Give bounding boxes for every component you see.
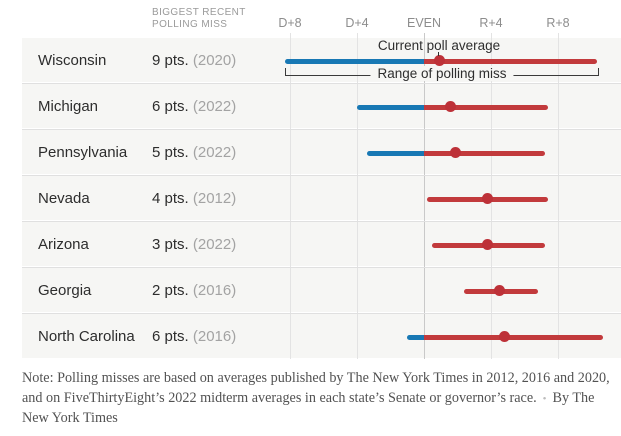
note-text: Note: Polling misses are based on averag… xyxy=(22,369,611,429)
poll-average-dot xyxy=(450,147,462,158)
range-of-polling-miss-bracket: Range of polling miss xyxy=(285,66,599,81)
poll-average-dot xyxy=(482,193,494,204)
poll-average-dot xyxy=(498,331,510,342)
poll-average-dot xyxy=(482,239,494,250)
chart-row-georgia: Georgia 2 pts. (2016) xyxy=(22,268,621,312)
state-label: North Carolina xyxy=(38,328,135,345)
poll-average-dot xyxy=(433,55,445,66)
polling-miss-year: (2022) xyxy=(192,144,237,161)
poll-average-dot xyxy=(445,101,457,112)
gridline-d8 xyxy=(290,33,291,359)
polling-miss-value: 9 pts. (2020) xyxy=(152,52,237,69)
polling-miss-value: 6 pts. (2022) xyxy=(152,98,237,115)
chart-row-nevada: Nevada 4 pts. (2012) xyxy=(22,176,621,220)
dem-range-bar xyxy=(407,335,424,340)
row-separator xyxy=(22,312,621,314)
rep-range-bar xyxy=(424,59,597,64)
rep-range-bar xyxy=(424,105,548,110)
gridline-even xyxy=(424,33,425,359)
polling-miss-year: (2022) xyxy=(192,98,237,115)
bullet-separator: • xyxy=(542,392,547,405)
axis-tick-label-r8: R+8 xyxy=(546,16,570,30)
poll-average-dot xyxy=(493,285,505,296)
current-poll-average-label: Current poll average xyxy=(377,38,501,53)
state-label: Nevada xyxy=(38,190,90,207)
polling-miss-year: (2016) xyxy=(192,282,237,299)
row-separator xyxy=(22,220,621,222)
state-label: Pennsylvania xyxy=(38,144,128,161)
row-separator xyxy=(22,266,621,268)
dem-range-bar xyxy=(357,105,424,110)
chart-row-arizona: Arizona 3 pts. (2022) xyxy=(22,222,621,266)
gridline-d4 xyxy=(357,33,358,359)
axis-tick-label-even: EVEN xyxy=(406,16,442,30)
polling-miss-value: 6 pts. (2016) xyxy=(152,328,237,345)
polling-miss-year: (2012) xyxy=(192,190,237,207)
polling-miss-value: 2 pts. (2016) xyxy=(152,282,237,299)
axis-tick-label-d8: D+8 xyxy=(278,16,302,30)
axis-tick-label-d4: D+4 xyxy=(345,16,369,30)
state-label: Arizona xyxy=(38,236,89,253)
current-poll-average-tick-line xyxy=(438,52,439,56)
polling-miss-year: (2020) xyxy=(192,52,237,69)
state-label: Michigan xyxy=(38,98,99,115)
byline: By The New York Times xyxy=(22,389,595,427)
row-separator xyxy=(22,174,621,176)
chart-row-wisconsin: Wisconsin 9 pts. (2020) xyxy=(22,38,621,82)
state-label: Wisconsin xyxy=(38,52,107,69)
row-separator xyxy=(22,128,621,130)
state-label: Georgia xyxy=(38,282,92,299)
dem-range-bar xyxy=(367,151,424,156)
note-body: Note: Polling misses are based on averag… xyxy=(22,370,610,406)
polling-miss-value: 5 pts. (2022) xyxy=(152,144,237,161)
rep-range-bar xyxy=(424,335,604,340)
chart-row-pennsylvania: Pennsylvania 5 pts. (2022) xyxy=(22,130,621,174)
chart-row-north-carolina: North Carolina 6 pts. (2016) xyxy=(22,314,621,358)
range-of-polling-miss-label: Range of polling miss xyxy=(370,66,514,81)
polling-miss-year: (2016) xyxy=(192,328,237,345)
row-separator xyxy=(22,82,621,84)
polling-miss-value: 4 pts. (2012) xyxy=(152,190,237,207)
dem-range-bar xyxy=(284,59,424,64)
column-header-biggest-recent-polling-miss: Biggest recent polling miss xyxy=(152,7,246,30)
axis-tick-label-r4: R+4 xyxy=(479,16,503,30)
chart-row-michigan: Michigan 6 pts. (2022) xyxy=(22,84,621,128)
gridline-r8 xyxy=(558,33,559,359)
polling-miss-year: (2022) xyxy=(192,236,237,253)
polling-miss-value: 3 pts. (2022) xyxy=(152,236,237,253)
rep-range-bar xyxy=(424,151,545,156)
